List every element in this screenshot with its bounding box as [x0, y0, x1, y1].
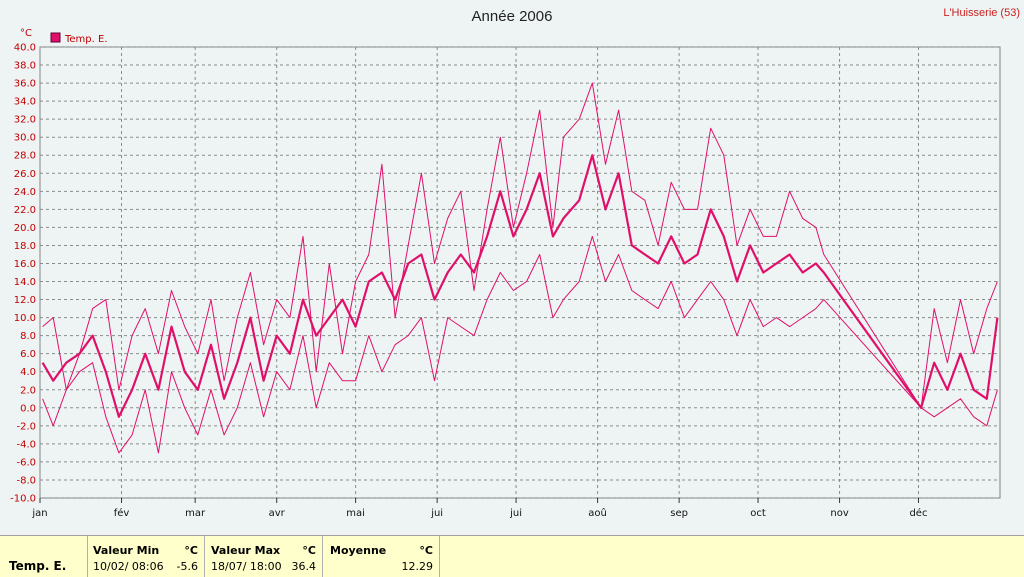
stat-min-cell: Valeur Min °C 10/02/ 08:06 -5.6 [88, 536, 205, 577]
y-tick-label: 14.0 [14, 277, 36, 288]
y-tick-label: 2.0 [20, 385, 36, 396]
stat-min-unit: °C [184, 544, 198, 557]
legend-swatch [50, 32, 61, 43]
stat-min-header: Valeur Min [93, 544, 160, 557]
chart-title: Année 2006 [472, 8, 553, 25]
plot-background [39, 46, 1001, 499]
x-tick-label: avr [269, 508, 286, 519]
y-axis-unit: °C [20, 28, 32, 39]
chart-area: Année 2006 L'Huisserie (53) °C Temp. E. … [10, 7, 1020, 519]
stat-avg-header: Moyenne [330, 544, 387, 557]
legend-label: Temp. E. [64, 34, 108, 45]
stat-max-value: 36.4 [291, 560, 317, 573]
y-tick-label: 26.0 [14, 169, 36, 180]
stat-series-cell: Temp. E. [0, 536, 88, 577]
x-tick-label: aoû [588, 507, 607, 519]
y-tick-label: 0.0 [20, 403, 36, 414]
x-tick-label: jui [430, 508, 443, 519]
y-tick-label: -6.0 [16, 457, 36, 468]
y-tick-label: 38.0 [14, 61, 36, 72]
y-tick-label: 40.0 [14, 43, 36, 54]
x-tick-label: mai [346, 508, 365, 519]
x-tick-label: mar [185, 508, 206, 519]
y-tick-label: 18.0 [14, 241, 36, 252]
x-tick-label: sep [670, 508, 688, 519]
y-tick-label: 34.0 [14, 97, 36, 108]
stat-max-date: 18/07/ 18:00 [211, 560, 282, 573]
y-tick-label: 28.0 [14, 151, 36, 162]
x-tick-label: jui [509, 508, 522, 519]
x-tick-label: déc [909, 507, 927, 519]
stat-avg-cell: Moyenne °C 12.29 [323, 536, 440, 577]
y-tick-label: 16.0 [14, 259, 36, 270]
y-tick-label: 20.0 [14, 223, 36, 234]
stat-max-cell: Valeur Max °C 18/07/ 18:00 36.4 [205, 536, 323, 577]
y-tick-label: -8.0 [16, 475, 36, 486]
y-tick-label: 6.0 [20, 349, 36, 360]
y-tick-label: 22.0 [14, 205, 36, 216]
y-tick-label: -10.0 [10, 494, 36, 505]
stat-max-header: Valeur Max [211, 544, 281, 557]
y-tick-label: 4.0 [20, 367, 36, 378]
location-label: L'Huisserie (53) [943, 7, 1020, 19]
series-layer [41, 82, 999, 454]
series-line-mean [41, 154, 999, 418]
grid [39, 46, 1000, 499]
x-tick-label: jan [31, 508, 47, 519]
temperature-chart: Année 2006 L'Huisserie (53) °C Temp. E. … [10, 7, 1020, 519]
y-tick-label: 10.0 [14, 313, 36, 324]
y-axis: 40.0 38.0 36.0 34.0 32.0 30.0 28.0 26.0 24.0 22.0… [10, 43, 36, 505]
x-tick-label: nov [830, 508, 848, 519]
x-tick-label: fév [114, 507, 130, 519]
stat-series-name: Temp. E. [9, 559, 67, 573]
y-tick-label: -4.0 [16, 439, 36, 450]
stat-avg-value: 12.29 [401, 560, 434, 573]
y-tick-label: 12.0 [14, 295, 36, 306]
y-tick-label: 30.0 [14, 133, 36, 144]
stat-avg-unit: °C [419, 544, 433, 557]
statistics-panel: Temp. E. Valeur Min °C 10/02/ 08:06 -5.6… [0, 535, 1024, 577]
y-tick-label: 36.0 [14, 79, 36, 90]
x-tick-label: oct [750, 508, 766, 519]
stat-max-unit: °C [302, 544, 316, 557]
stat-min-date: 10/02/ 08:06 [93, 560, 164, 573]
series-line-min [42, 235, 998, 454]
y-tick-label: 24.0 [14, 187, 36, 198]
y-tick-label: 32.0 [14, 115, 36, 126]
y-tick-label: -2.0 [16, 421, 36, 432]
series-line-max [42, 82, 998, 409]
x-axis: jan fév mar avr mai jui jui aoû sep oct nov déc [31, 498, 927, 519]
y-tick-label: 8.0 [20, 331, 36, 342]
stat-min-value: -5.6 [176, 560, 198, 573]
